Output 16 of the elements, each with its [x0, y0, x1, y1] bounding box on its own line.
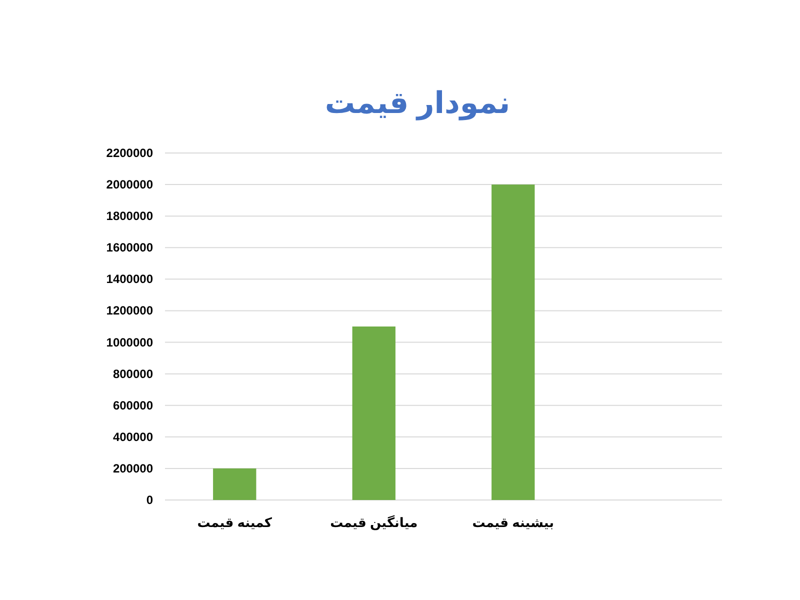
- y-tick-label: 0: [146, 493, 154, 507]
- y-tick-label: 2000000: [106, 178, 154, 192]
- y-tick-label: 600000: [112, 398, 154, 412]
- chart-title: نمودار قیمت: [324, 87, 510, 121]
- x-tick-label: کمینه قیمت: [197, 515, 272, 530]
- y-tick-label: 200000: [112, 461, 154, 476]
- y-tick-label: 1600000: [106, 240, 154, 255]
- y-tick-label: 1200000: [106, 304, 154, 318]
- y-tick-label: 1800000: [106, 209, 154, 224]
- y-tick-label: 1000000: [106, 335, 154, 350]
- x-tick-label: بیشینه قیمت: [472, 515, 554, 530]
- y-tick-label: 800000: [112, 366, 154, 381]
- y-tick-label: 400000: [112, 430, 154, 444]
- x-tick-label: میانگین قیمت: [330, 515, 418, 531]
- y-tick-label: 2200000: [106, 146, 154, 160]
- y-tick-label: 1400000: [106, 272, 154, 286]
